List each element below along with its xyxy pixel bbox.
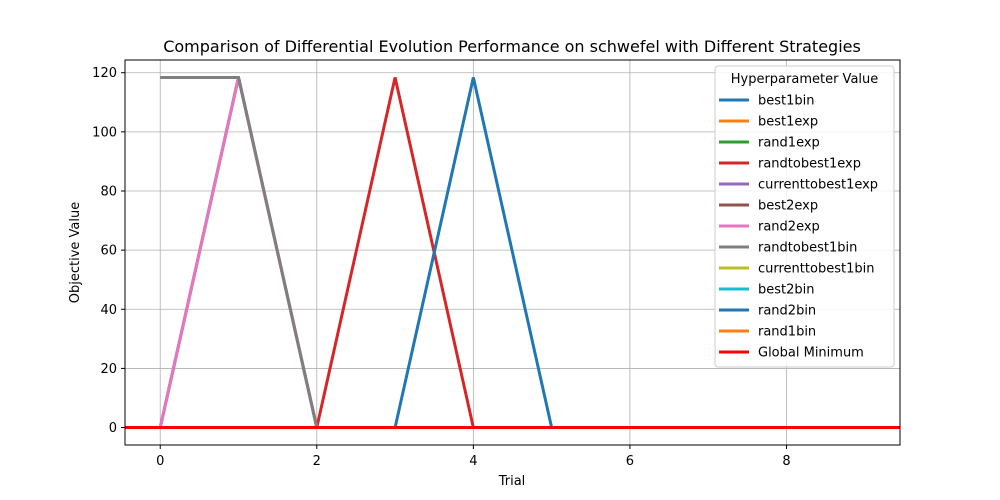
y-tick-label: 0 bbox=[109, 421, 117, 436]
chart-title: Comparison of Differential Evolution Per… bbox=[163, 37, 861, 56]
legend-label: rand1bin bbox=[758, 325, 816, 340]
x-tick-label: 0 bbox=[156, 454, 164, 469]
y-tick-label: 40 bbox=[100, 303, 117, 318]
legend-label: randtobest1exp bbox=[758, 157, 861, 172]
legend-label: best2bin bbox=[758, 283, 815, 298]
y-tick-label: 20 bbox=[100, 362, 117, 377]
x-tick-label: 6 bbox=[626, 454, 634, 469]
x-tick-label: 2 bbox=[313, 454, 321, 469]
legend-label: best1bin bbox=[758, 94, 815, 109]
legend-label: currenttobest1exp bbox=[758, 178, 878, 193]
y-tick-label: 120 bbox=[92, 66, 117, 81]
legend-label: rand1exp bbox=[758, 136, 820, 151]
legend-label: best2exp bbox=[758, 199, 818, 214]
legend-label: rand2exp bbox=[758, 220, 820, 235]
legend-title: Hyperparameter Value bbox=[731, 72, 879, 87]
y-tick-label: 100 bbox=[92, 125, 117, 140]
plot-frame bbox=[124, 59, 901, 446]
legend-label: randtobest1bin bbox=[758, 241, 857, 256]
x-tick-label: 8 bbox=[782, 454, 790, 469]
x-axis-ticks: 0 2 4 6 8 bbox=[156, 445, 791, 469]
legend-label: Global Minimum bbox=[758, 346, 864, 361]
x-tick-label: 4 bbox=[469, 454, 477, 469]
y-tick-label: 60 bbox=[100, 244, 117, 259]
x-axis-label: Trial bbox=[498, 474, 526, 489]
legend-label: rand2bin bbox=[758, 304, 816, 319]
y-tick-label: 80 bbox=[100, 184, 117, 199]
legend-label: currenttobest1bin bbox=[758, 262, 874, 277]
legend-label: best1exp bbox=[758, 115, 818, 130]
legend-box bbox=[714, 65, 895, 368]
legend: Hyperparameter Value best1bin best1exp rand… bbox=[714, 65, 895, 368]
y-axis-ticks: 0 20 40 60 80 100 120 bbox=[92, 66, 125, 436]
y-axis-label: Objective Value bbox=[68, 202, 83, 303]
